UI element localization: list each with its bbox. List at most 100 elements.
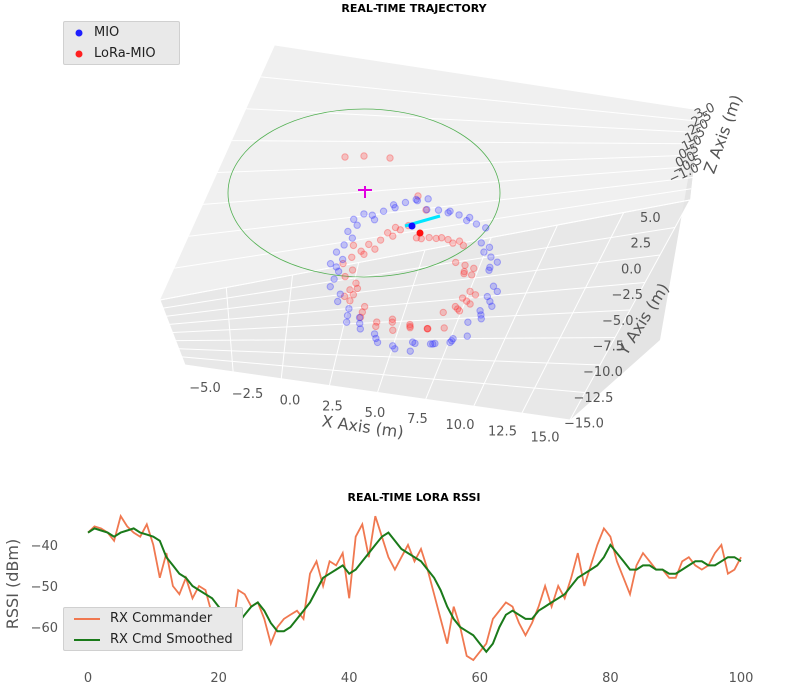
- mio-point: [373, 338, 382, 347]
- lora-mio-point: [466, 300, 474, 308]
- rssi-x-tick-label: 60: [472, 671, 489, 686]
- y-tick-label: 0.0: [621, 262, 642, 277]
- rssi-series: [87, 513, 742, 662]
- mio-point: [388, 342, 397, 350]
- mio-point: [350, 215, 358, 224]
- lora-mio-point: [422, 206, 430, 214]
- mio-point: [332, 263, 340, 271]
- rssi-x-tick-label: 40: [341, 671, 358, 686]
- lora-mio-point: [360, 302, 369, 311]
- mio-point: [391, 345, 399, 353]
- lora-mio-point: [462, 297, 471, 305]
- mio-point: [411, 339, 419, 348]
- legend-label-rx-commander: RX Commander: [110, 611, 213, 626]
- x-axis-ticks: −5.0 −2.5 0.0 2.5 5.0 7.5 10.0 12.5 15.0: [189, 381, 559, 446]
- mio-point: [446, 207, 454, 215]
- mio-point: [423, 205, 431, 214]
- x-axis-label: X Axis (m): [321, 411, 405, 441]
- lora-mio-points: [339, 152, 480, 334]
- mio-point: [413, 196, 422, 205]
- lora-mio-point: [440, 324, 448, 332]
- lora-mio-point: [360, 152, 368, 160]
- rssi-x-tick-label: 80: [602, 671, 619, 686]
- mio-point: [348, 234, 357, 242]
- legend-label-lora: LoRa-MIO: [94, 46, 156, 61]
- mio-point: [360, 210, 368, 218]
- lora-mio-point: [386, 154, 394, 162]
- mio-point: [336, 290, 344, 298]
- x-tick-label: −5.0: [189, 381, 221, 396]
- x-tick-label: 12.5: [488, 424, 517, 439]
- mio-point: [406, 347, 414, 355]
- mio-point: [486, 297, 494, 306]
- lora-mio-point: [459, 241, 468, 250]
- y-tick-label: −10.0: [583, 365, 623, 380]
- mio-point: [483, 292, 492, 301]
- x-tick-label: −2.5: [232, 387, 264, 402]
- rx-commander-line: [87, 513, 742, 662]
- mio-point: [477, 311, 485, 319]
- y-tick-label: −5.0: [602, 314, 634, 329]
- mio-point: [463, 332, 471, 340]
- mio-point: [444, 209, 452, 217]
- y-tick-label: −15.0: [564, 417, 604, 432]
- lora-mio-point: [389, 326, 397, 334]
- lora-mio-point: [360, 250, 368, 258]
- lora-mio-point: [356, 313, 365, 321]
- x-tick-label: 7.5: [407, 412, 428, 427]
- lora-mio-point: [471, 291, 480, 299]
- lora-mio-point: [460, 267, 468, 276]
- rx-smoothed-line-icon: [74, 638, 100, 641]
- mio-point: [493, 258, 502, 266]
- lora-mio-point: [451, 258, 460, 267]
- mio-point: [485, 243, 494, 252]
- mio-point: [477, 239, 485, 247]
- lora-mio-point: [348, 266, 357, 274]
- lora-mio-point: [372, 322, 380, 331]
- mio-point: [464, 318, 472, 326]
- rssi-line-chart: REAL-TIME LORA RSSI −40 −50 −60 0 20 40 60 80 1…: [3, 491, 753, 686]
- mio-point: [480, 248, 488, 256]
- trajectory-3d-plot: REAL-TIME TRAJECTORY −5.0 −2.5 0.0 2.5 5.0 7.…: [159, 2, 746, 446]
- mio-point: [342, 318, 351, 326]
- trajectory-title: REAL-TIME TRAJECTORY: [341, 2, 487, 15]
- rx-smoothed-line: [87, 527, 742, 654]
- lora-marker-icon: [75, 50, 83, 57]
- mio-point: [476, 307, 484, 315]
- mio-point: [472, 220, 481, 228]
- rssi-x-tick-label: 20: [210, 671, 227, 686]
- mio-point: [379, 207, 388, 215]
- mio-point: [353, 221, 361, 229]
- mio-point: [429, 340, 437, 348]
- mio-point: [326, 282, 334, 291]
- mio-point: [332, 248, 341, 256]
- mio-point: [343, 311, 352, 320]
- x-tick-label: 0.0: [280, 393, 301, 408]
- x-tick-label: 2.5: [322, 400, 343, 415]
- mio-point: [477, 315, 485, 323]
- mio-point: [426, 340, 435, 348]
- lora-mio-point: [371, 245, 379, 253]
- lora-mio-point: [449, 239, 457, 247]
- lora-mio-point: [451, 302, 460, 311]
- lora-mio-point: [406, 322, 414, 331]
- lora-mio-point: [357, 247, 365, 255]
- lora-mio-point: [406, 324, 414, 332]
- reference-circle: [227, 108, 501, 278]
- mio-point: [326, 260, 335, 268]
- y-tick-label: −2.5: [612, 288, 644, 303]
- lora-mio-point: [388, 318, 397, 326]
- x-tick-label: 10.0: [446, 418, 475, 433]
- lora-mio-point: [396, 226, 405, 234]
- y-tick-label: 5.0: [640, 211, 661, 226]
- lora-mio-point: [437, 234, 446, 242]
- lora-mio-point: [414, 192, 422, 200]
- y-tick-label: −7.5: [593, 340, 625, 355]
- mio-point: [488, 302, 496, 310]
- lora-mio-point: [353, 284, 362, 293]
- lora-mio-point: [352, 279, 360, 287]
- lora-mio-point: [458, 294, 467, 302]
- legend-label-rx-smoothed: RX Cmd Smoothed: [110, 632, 233, 647]
- y-axis-ticks: 5.0 2.5 0.0 −2.5 −5.0 −7.5 −10.0 −12.5 −15.0: [564, 211, 661, 432]
